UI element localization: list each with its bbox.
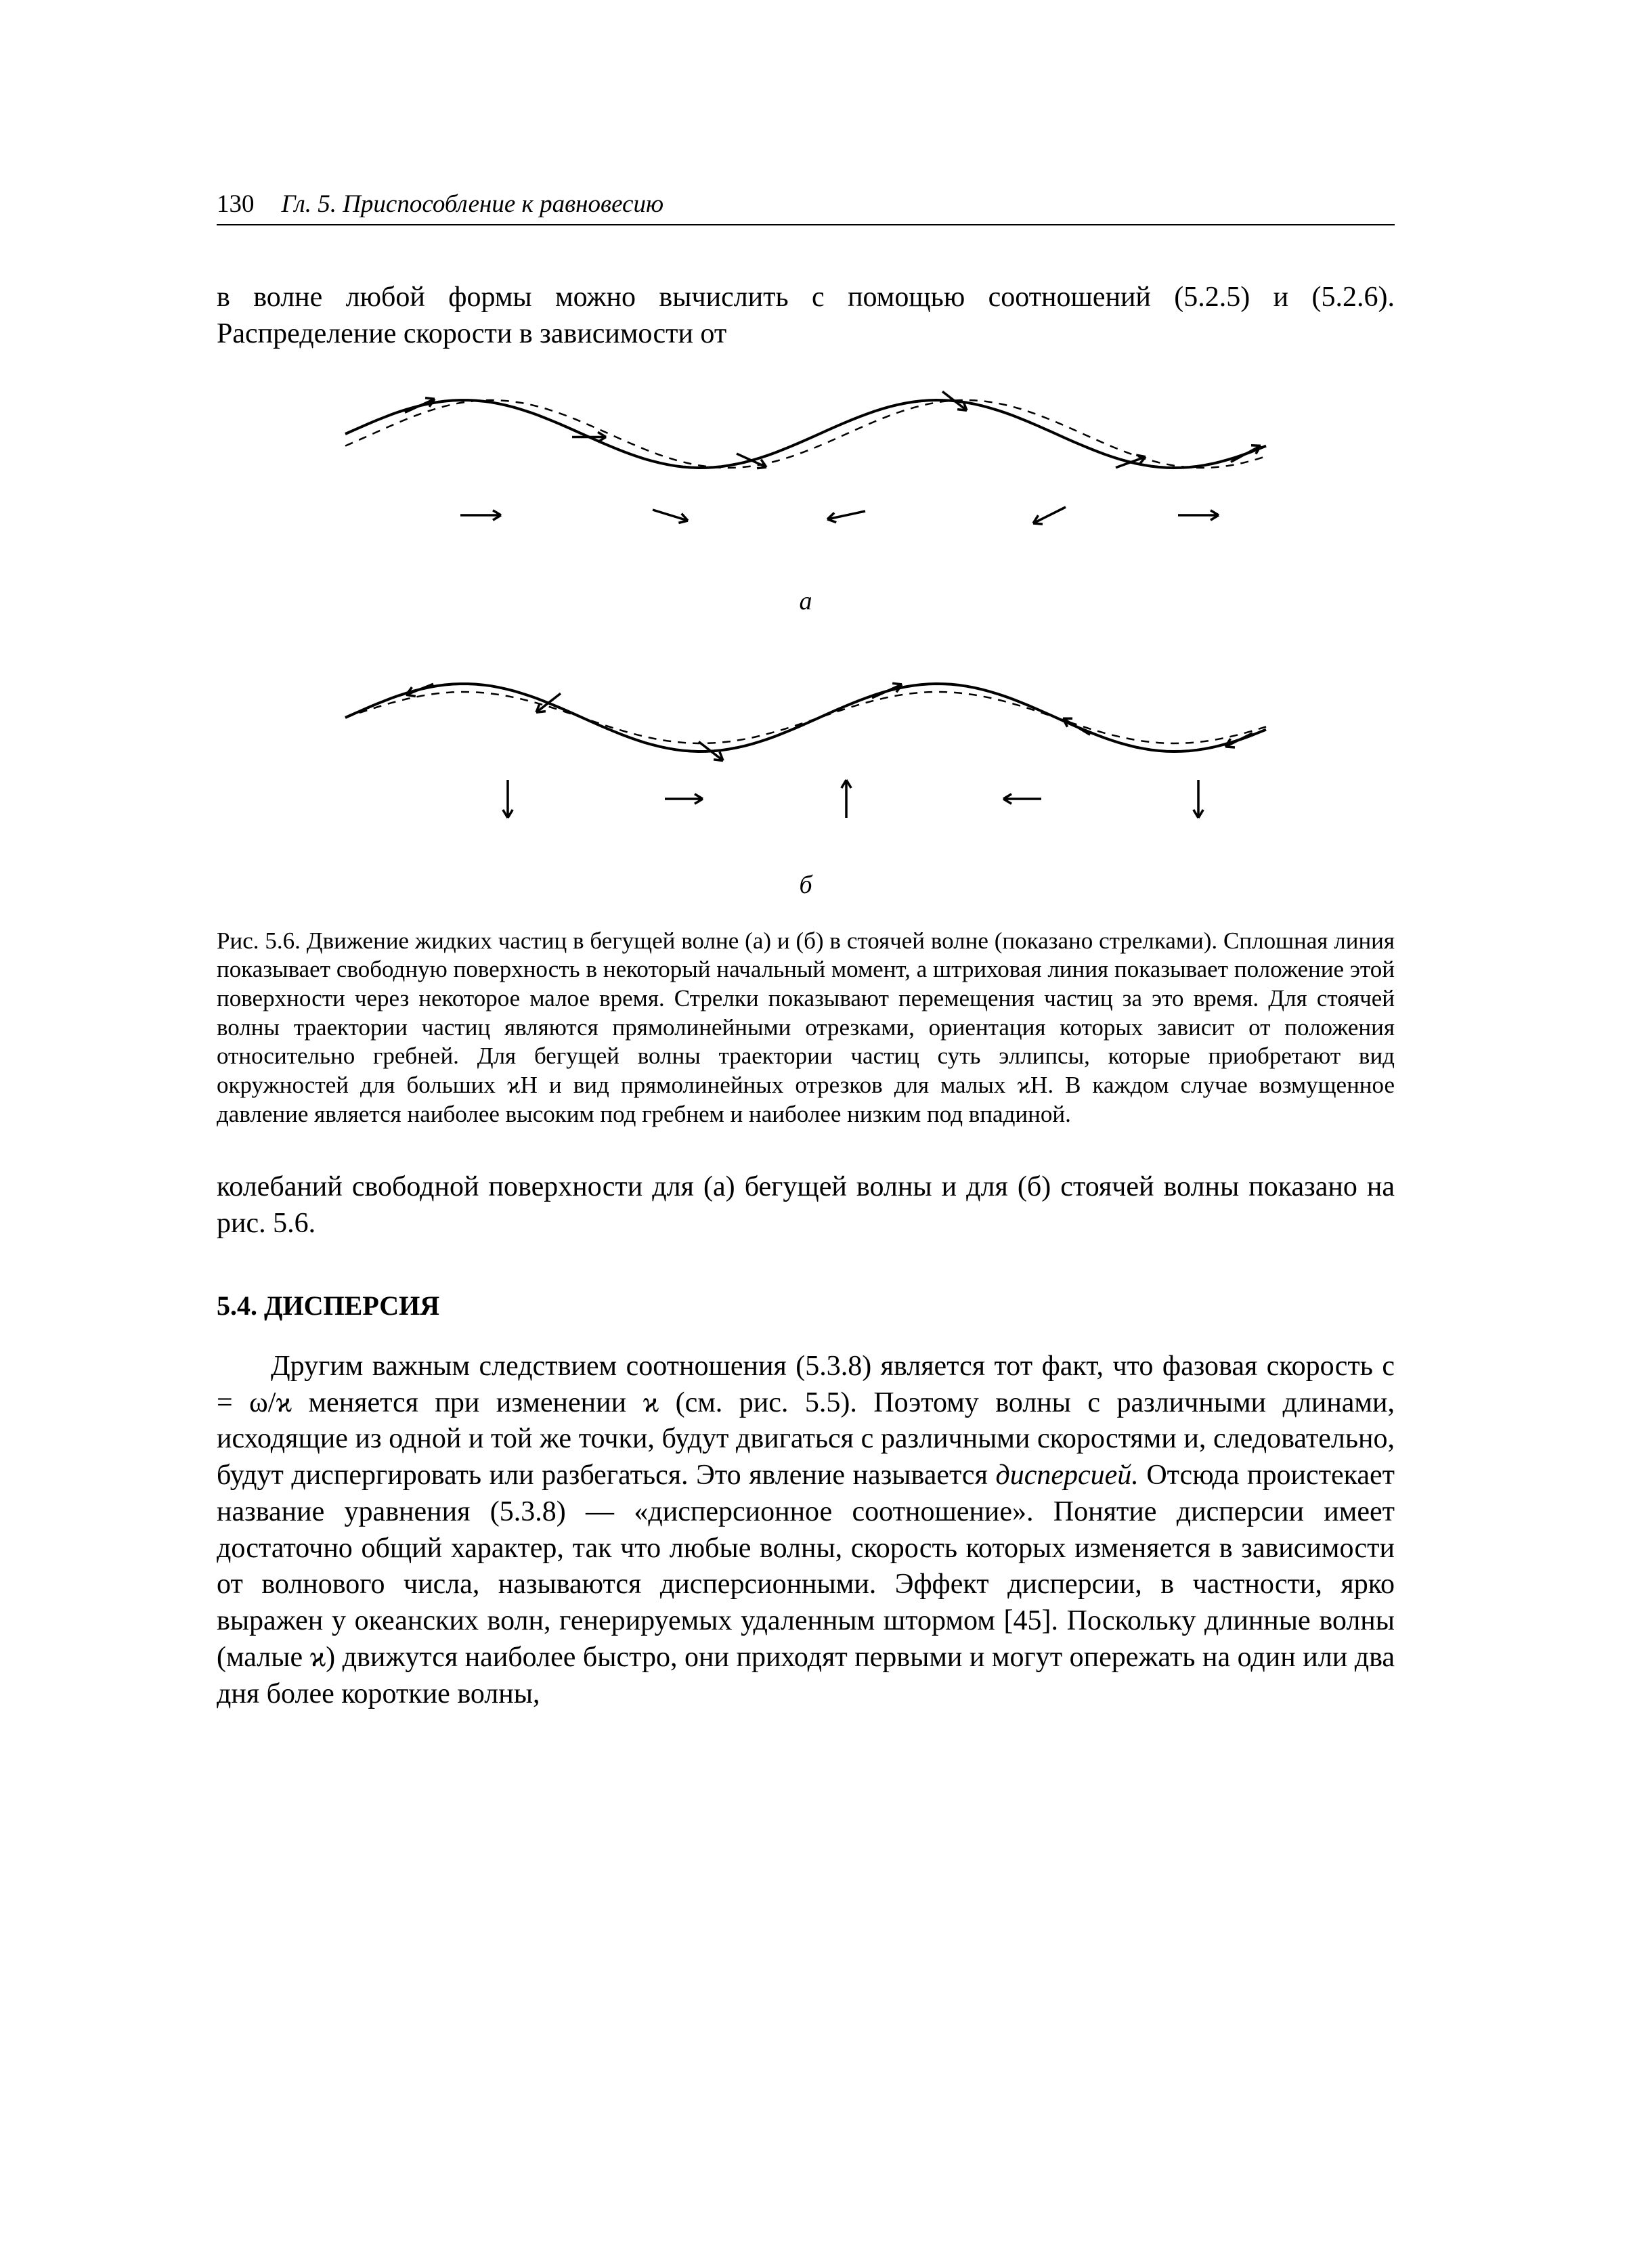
wave-diagram-b — [332, 657, 1280, 860]
figure-label-b: б — [799, 870, 812, 900]
chapter-running-title: Гл. 5. Приспособление к равновесию — [282, 190, 664, 219]
wave-diagram-a — [332, 373, 1280, 576]
paragraph-dispersion: Другим важным следствием соотношения (5.… — [217, 1349, 1395, 1713]
figure-label-a: а — [800, 586, 812, 616]
page-content: 130 Гл. 5. Приспособление к равновесию в… — [217, 190, 1395, 1726]
section-5-4-header: 5.4. ДИСПЕРСИЯ — [217, 1290, 1395, 1322]
figure-caption: Рис. 5.6. Движение жидких частиц в бегущ… — [217, 927, 1395, 1129]
figure-5-6: а б — [217, 373, 1395, 900]
page-number: 130 — [217, 190, 255, 219]
paragraph-intro: в волне любой формы можно вычислить с по… — [217, 280, 1395, 353]
para3-italic-term: дисперсией. — [995, 1460, 1138, 1491]
section-title: ДИСПЕРСИЯ — [264, 1290, 439, 1321]
section-number: 5.4. — [217, 1290, 257, 1321]
para3-suffix: Отсюда проистекает название уравнения (5… — [217, 1460, 1395, 1709]
paragraph-after-figure: колебаний свободной поверхности для (а) … — [217, 1169, 1395, 1242]
running-header: 130 Гл. 5. Приспособление к равновесию — [217, 190, 1395, 225]
